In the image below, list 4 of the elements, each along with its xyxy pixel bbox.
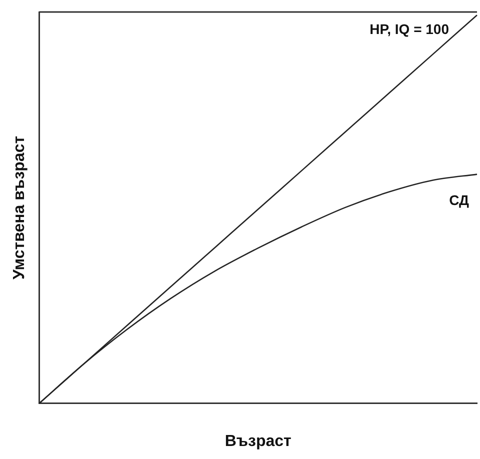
y-axis-title: Умствена възраст [11, 136, 28, 280]
series-label: СД [449, 192, 470, 208]
series-label: НР, IQ = 100 [370, 20, 450, 37]
x-axis-title: Възраст [224, 432, 292, 450]
